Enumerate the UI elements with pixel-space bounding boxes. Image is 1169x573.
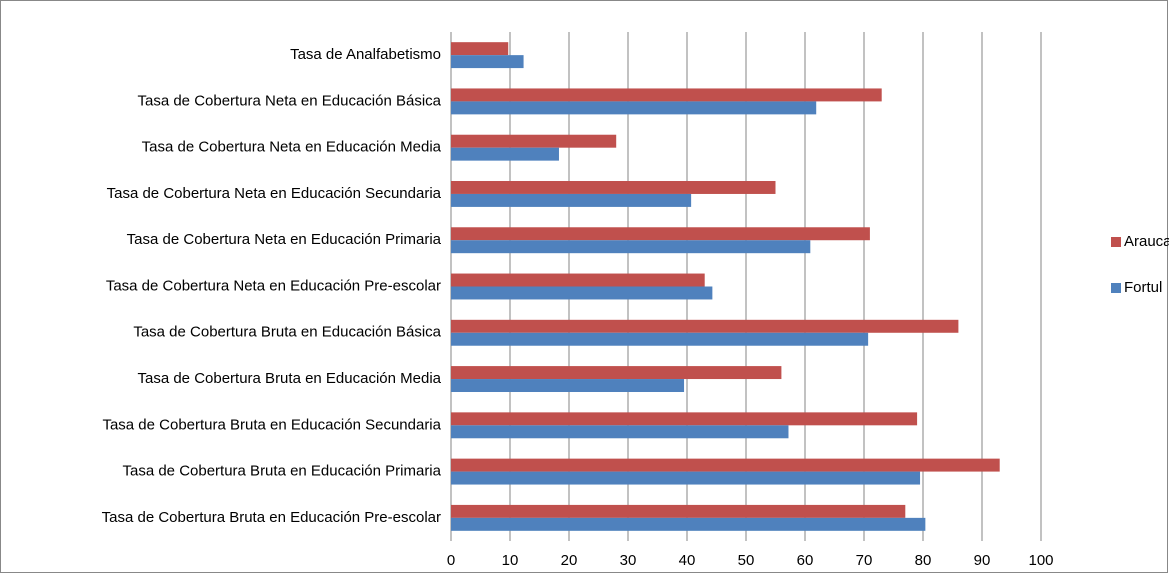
legend-swatch xyxy=(1111,237,1121,247)
x-tick-label: 70 xyxy=(856,552,873,569)
bar xyxy=(451,412,918,426)
bar xyxy=(451,458,1000,472)
x-tick-label: 90 xyxy=(974,552,991,569)
bar xyxy=(451,504,906,518)
y-tick-label: Tasa de Analfabetismo xyxy=(290,46,441,63)
legend-label: Arauca xyxy=(1124,233,1169,250)
bar xyxy=(451,101,817,115)
x-tick-label: 10 xyxy=(502,552,519,569)
y-tick-label: Tasa de Cobertura Neta en Educación Secu… xyxy=(107,185,442,202)
x-tick-label: 0 xyxy=(447,552,455,569)
y-tick-label: Tasa de Cobertura Bruta en Educación Pre… xyxy=(102,509,441,526)
y-tick-label: Tasa de Cobertura Bruta en Educación Sec… xyxy=(102,416,441,433)
bar xyxy=(451,88,882,102)
x-tick-label: 100 xyxy=(1028,552,1053,569)
bar xyxy=(451,55,524,69)
bar xyxy=(451,332,869,346)
bar xyxy=(451,517,926,531)
bar xyxy=(451,286,713,300)
x-tick-label: 50 xyxy=(738,552,755,569)
bar xyxy=(451,227,870,241)
y-tick-label: Tasa de Cobertura Neta en Educación Pre-… xyxy=(106,277,441,294)
x-tick-label: 30 xyxy=(620,552,637,569)
bar xyxy=(451,379,685,393)
x-tick-label: 20 xyxy=(561,552,578,569)
y-tick-label: Tasa de Cobertura Bruta en Educación Pri… xyxy=(122,463,441,480)
x-tick-label: 60 xyxy=(797,552,814,569)
y-tick-label: Tasa de Cobertura Bruta en Educación Med… xyxy=(137,370,441,387)
bar xyxy=(451,471,921,485)
x-tick-label: 80 xyxy=(915,552,932,569)
bar xyxy=(451,319,959,333)
y-tick-label: Tasa de Cobertura Neta en Educación Medi… xyxy=(142,139,442,156)
x-tick-label: 40 xyxy=(679,552,696,569)
y-tick-label: Tasa de Cobertura Neta en Educación Bási… xyxy=(137,92,441,109)
bar xyxy=(451,240,811,254)
bar xyxy=(451,425,789,439)
bar xyxy=(451,366,782,380)
bar xyxy=(451,147,559,161)
bar xyxy=(451,180,776,194)
bar xyxy=(451,134,617,148)
y-tick-label: Tasa de Cobertura Bruta en Educación Bás… xyxy=(133,324,441,341)
bar xyxy=(451,273,705,287)
bar xyxy=(451,42,509,56)
bar xyxy=(451,193,692,207)
legend-label: Fortul xyxy=(1124,279,1162,296)
legend-swatch xyxy=(1111,283,1121,293)
y-tick-label: Tasa de Cobertura Neta en Educación Prim… xyxy=(127,231,442,248)
